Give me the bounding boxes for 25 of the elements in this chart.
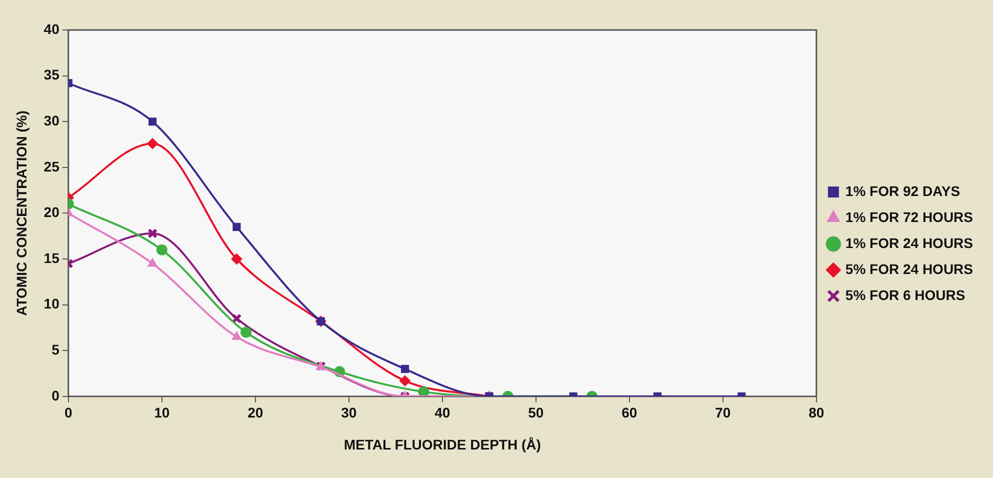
y-tick-label: 10 xyxy=(44,296,60,312)
x-tick-label: 0 xyxy=(64,404,72,421)
y-tick-label: 0 xyxy=(52,387,60,404)
x-tick-label: 70 xyxy=(715,404,731,421)
x-tick-label: 40 xyxy=(434,404,450,421)
legend-label: 5% FOR 6 HOURS xyxy=(845,286,966,303)
x-tick-label: 80 xyxy=(808,404,824,421)
x-tick-label: 30 xyxy=(341,404,357,421)
y-tick-label: 30 xyxy=(44,112,60,128)
y-tick-label: 15 xyxy=(44,250,60,266)
x-tick-label: 20 xyxy=(248,404,264,421)
legend-label: 1% FOR 24 HOURS xyxy=(845,234,974,251)
y-tick-label: 20 xyxy=(44,204,60,220)
x-tick-label: 60 xyxy=(622,404,638,421)
x-axis-title: METAL FLUORIDE DEPTH (Å) xyxy=(344,436,541,452)
legend-label: 1% FOR 72 HOURS xyxy=(845,208,974,225)
x-tick-label: 10 xyxy=(154,404,170,421)
legend-label: 1% FOR 92 DAYS xyxy=(845,182,960,199)
y-axis-title: ATOMIC CONCENTRATION (%) xyxy=(13,110,30,316)
y-tick-label: 40 xyxy=(44,20,60,37)
legend-label: 5% FOR 24 HOURS xyxy=(845,260,974,277)
y-tick-label: 35 xyxy=(44,66,60,83)
y-tick-label: 25 xyxy=(44,158,60,174)
x-tick-label: 50 xyxy=(528,404,544,421)
y-tick-label: 5 xyxy=(52,341,60,358)
